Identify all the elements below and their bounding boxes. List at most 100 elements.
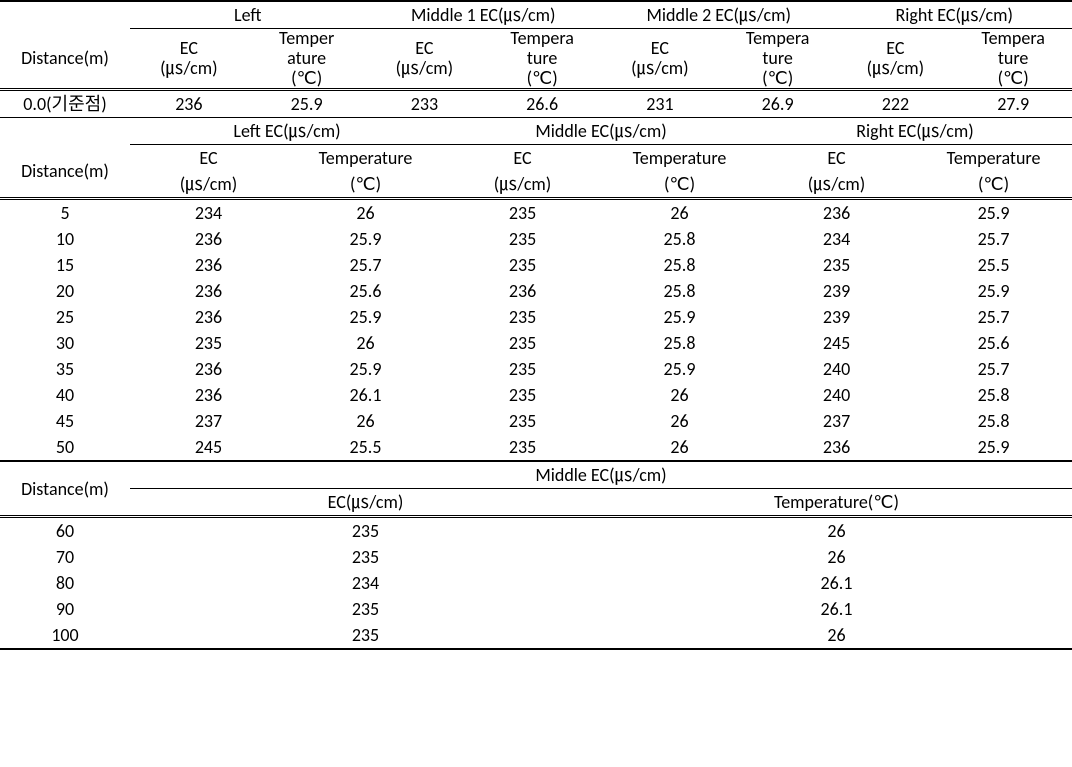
data-cell: 25.7: [915, 304, 1072, 330]
blank: [0, 1, 130, 29]
header-ec-unit: (㎲/cm): [130, 171, 287, 199]
ec-cell: 235: [130, 517, 601, 545]
ec-unit: (㎲/cm): [396, 57, 454, 79]
header-ec-unit: (㎲/cm): [758, 171, 915, 199]
distance-cell: 40: [0, 382, 130, 408]
header-distance: Distance(m): [0, 29, 130, 90]
temp-cell: 26.1: [601, 570, 1072, 596]
data-cell: 26: [601, 434, 758, 461]
header-middle-only: Middle EC(㎲/cm): [130, 462, 1072, 489]
header-distance: Distance(m): [0, 462, 130, 517]
data-cell: 245: [130, 434, 287, 461]
header-ec: EC: [758, 145, 915, 172]
data-cell: 25.9: [915, 434, 1072, 461]
header-temp: Tempera ture (℃): [483, 29, 601, 90]
cell: 25.9: [248, 90, 366, 118]
table-section-2: Left EC(㎲/cm) Middle EC(㎲/cm) Right EC(㎲…: [0, 118, 1072, 461]
cell: 236: [130, 90, 248, 118]
data-cell: 234: [130, 199, 287, 227]
data-cell: 25.5: [915, 252, 1072, 278]
data-cell: 235: [444, 408, 601, 434]
data-cell: 25.5: [287, 434, 444, 461]
data-cell: 235: [444, 330, 601, 356]
data-cell: 235: [444, 304, 601, 330]
data-cell: 234: [758, 226, 915, 252]
data-cell: 25.7: [915, 226, 1072, 252]
distance-cell: 30: [0, 330, 130, 356]
cell: 26.6: [483, 90, 601, 118]
data-cell: 236: [130, 304, 287, 330]
data-cell: 240: [758, 382, 915, 408]
data-cell: 245: [758, 330, 915, 356]
data-cell: 235: [758, 252, 915, 278]
blank: [0, 118, 130, 145]
t1: Tempera: [746, 27, 809, 49]
header-temp-unit: (℃): [287, 171, 444, 199]
data-cell: 25.9: [915, 278, 1072, 304]
header-right-ec: Right EC(㎲/cm): [758, 118, 1072, 145]
data-cell: 25.8: [915, 382, 1072, 408]
header-ec: EC (㎲/cm): [366, 29, 484, 90]
distance-cell: 25: [0, 304, 130, 330]
data-cell: 26: [287, 330, 444, 356]
distance-cell: 15: [0, 252, 130, 278]
data-cell: 25.8: [601, 226, 758, 252]
cell: 231: [601, 90, 719, 118]
data-cell: 25.8: [601, 252, 758, 278]
data-cell: 25.9: [601, 304, 758, 330]
distance-cell: 100: [0, 622, 130, 649]
data-cell: 235: [130, 330, 287, 356]
data-cell: 237: [758, 408, 915, 434]
data-cell: 26: [601, 199, 758, 227]
distance-cell: 70: [0, 544, 130, 570]
table-section-3: Distance(m) Middle EC(㎲/cm) EC(㎲/cm) Tem…: [0, 461, 1072, 650]
ec-unit: (㎲/cm): [631, 57, 689, 79]
header-temp-unit: (℃): [915, 171, 1072, 199]
cell: 233: [366, 90, 484, 118]
ec-unit: (㎲/cm): [160, 57, 218, 79]
ec-cell: 235: [130, 596, 601, 622]
header-ec: EC (㎲/cm): [130, 29, 248, 90]
ec-cell: 235: [130, 622, 601, 649]
cell: 27.9: [954, 90, 1072, 118]
temp-cell: 26: [601, 622, 1072, 649]
data-cell: 26: [287, 408, 444, 434]
data-cell: 235: [444, 226, 601, 252]
cell: 222: [837, 90, 955, 118]
distance-cell: 10: [0, 226, 130, 252]
t1: Tempera: [510, 27, 573, 49]
distance-cell: 20: [0, 278, 130, 304]
distance-cell: 60: [0, 517, 130, 545]
header-left-ec: Left EC(㎲/cm): [130, 118, 444, 145]
row-label: 0.0(기준점): [0, 90, 130, 118]
header-temperature: Temperature: [601, 145, 758, 172]
data-cell: 236: [444, 278, 601, 304]
temp-cell: 26: [601, 544, 1072, 570]
distance-cell: 45: [0, 408, 130, 434]
data-cell: 26: [601, 382, 758, 408]
t1: Temper: [279, 27, 334, 49]
ec-label: EC: [415, 37, 433, 59]
temp-cell: 26.1: [601, 596, 1072, 622]
header-middle2: Middle 2 EC(㎲/cm): [601, 1, 837, 29]
temp-cell: 26: [601, 517, 1072, 545]
data-cell: 25.7: [915, 356, 1072, 382]
header-temperature: Temperature: [915, 145, 1072, 172]
data-cell: 25.8: [601, 278, 758, 304]
header-temp: Tempera ture (℃): [719, 29, 837, 90]
header-temp: Tempera ture (℃): [954, 29, 1072, 90]
t2: ture: [998, 47, 1028, 69]
header-ec-unit: (㎲/cm): [444, 171, 601, 199]
ec-label: EC: [886, 37, 904, 59]
data-cell: 240: [758, 356, 915, 382]
t2: ture: [762, 47, 792, 69]
header-ec-full: EC(㎲/cm): [130, 489, 601, 517]
header-ec: EC: [130, 145, 287, 172]
header-distance: Distance(m): [0, 145, 130, 199]
data-cell: 25.9: [287, 226, 444, 252]
distance-cell: 80: [0, 570, 130, 596]
data-cell: 25.6: [915, 330, 1072, 356]
t1: Tempera: [981, 27, 1044, 49]
data-cell: 26: [601, 408, 758, 434]
header-right: Right EC(㎲/cm): [837, 1, 1072, 29]
